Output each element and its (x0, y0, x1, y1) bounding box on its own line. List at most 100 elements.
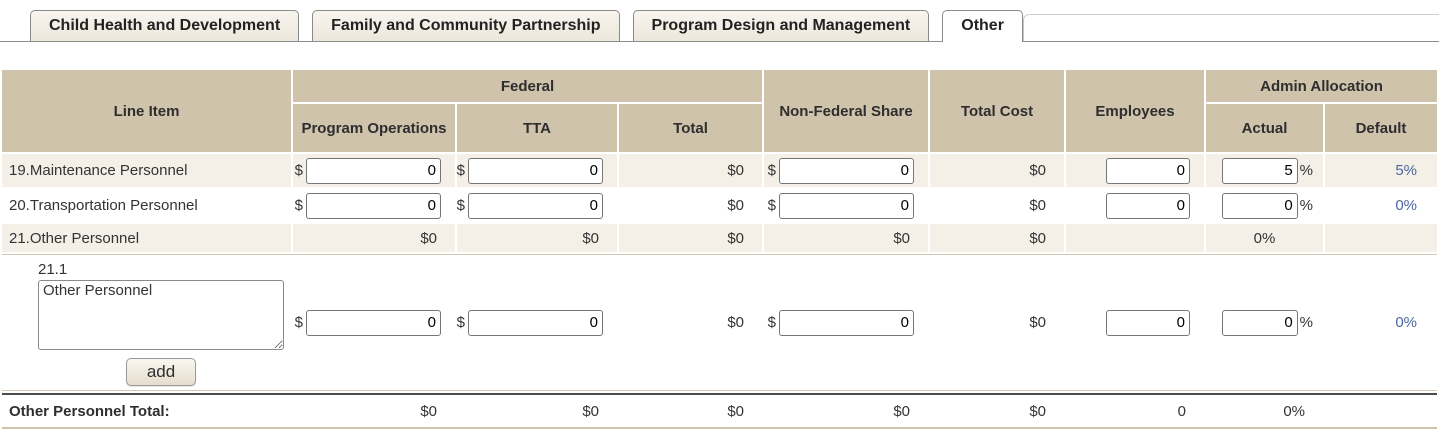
tta-cell: $ (457, 257, 617, 388)
dollar-sign: $ (456, 197, 465, 214)
col-header-program-operations: Program Operations (293, 104, 455, 152)
employees-input[interactable] (1106, 309, 1190, 336)
federal-total-value: $0 (619, 224, 762, 252)
col-header-admin-allocation: Admin Allocation (1206, 70, 1437, 102)
col-header-federal: Federal (293, 70, 762, 102)
tab-child-health-and-development[interactable]: Child Health and Development (30, 10, 300, 41)
actual-allocation-input[interactable] (1221, 309, 1298, 336)
col-header-federal-total: Total (619, 104, 762, 152)
dollar-sign: $ (456, 162, 465, 179)
actual-allocation-input[interactable] (1221, 157, 1298, 184)
federal-total-value: $0 (619, 257, 762, 388)
default-allocation-total (1325, 397, 1437, 425)
program-operations-input[interactable] (306, 309, 441, 336)
dollar-sign: $ (294, 197, 303, 214)
total-cost-value: $0 (930, 189, 1064, 222)
total-cost-value: $0 (930, 154, 1064, 187)
budget-table: Line Item Federal Non-Federal Share Tota… (0, 68, 1439, 431)
tab-program-design-and-management[interactable]: Program Design and Management (632, 10, 930, 41)
tab-strip-filler (1022, 14, 1439, 41)
employees-cell (1066, 189, 1204, 222)
dollar-sign: $ (767, 162, 776, 179)
table-row-maintenance-personnel: 19.Maintenance Personnel $ $ $0 $ $0 % 5… (2, 154, 1437, 187)
table-row-other-personnel: 21.Other Personnel $0 $0 $0 $0 $0 0% (2, 224, 1437, 252)
tta-input[interactable] (468, 157, 603, 184)
program-operations-value: $0 (293, 224, 455, 252)
table-row-other-personnel-entry: 21.1 Other Personnel add $ $ $0 $ $0 % 0… (2, 257, 1437, 388)
federal-total: $0 (619, 397, 762, 425)
non-federal-share-input[interactable] (779, 192, 914, 219)
other-personnel-description-textarea[interactable]: Other Personnel (38, 280, 284, 350)
non-federal-share-value: $0 (764, 224, 928, 252)
dollar-sign: $ (767, 197, 776, 214)
line-item-label: 19.Maintenance Personnel (2, 154, 291, 187)
table-row-transportation-personnel: 20.Transportation Personnel $ $ $0 $ $0 … (2, 189, 1437, 222)
row-divider (2, 390, 1437, 391)
col-header-non-federal-share: Non-Federal Share (764, 70, 928, 152)
default-allocation-value: 0% (1325, 189, 1437, 222)
employees-input[interactable] (1106, 192, 1190, 219)
dollar-sign: $ (456, 314, 465, 331)
sub-line-number: 21.1 (38, 261, 68, 278)
total-row-top-rule (2, 393, 1437, 395)
employees-input[interactable] (1106, 157, 1190, 184)
default-allocation-value (1325, 224, 1437, 252)
table-bottom-rule (2, 427, 1437, 429)
non-federal-share-cell: $ (764, 189, 928, 222)
employees-cell (1066, 224, 1204, 252)
default-allocation-value: 0% (1325, 257, 1437, 388)
line-item-label: 21.Other Personnel (2, 224, 291, 252)
table-row-other-personnel-total: Other Personnel Total: $0 $0 $0 $0 $0 0 … (2, 397, 1437, 425)
program-operations-total: $0 (293, 397, 455, 425)
col-header-total-cost: Total Cost (930, 70, 1064, 152)
tab-other[interactable]: Other (942, 10, 1023, 42)
col-header-line-item: Line Item (2, 70, 291, 152)
federal-total-value: $0 (619, 189, 762, 222)
tab-family-and-community-partnership[interactable]: Family and Community Partnership (312, 10, 620, 41)
tta-cell: $ (457, 189, 617, 222)
dollar-sign: $ (294, 314, 303, 331)
non-federal-share-total: $0 (764, 397, 928, 425)
sub-line-item-cell: 21.1 Other Personnel add (2, 257, 291, 388)
col-header-employees: Employees (1066, 70, 1204, 152)
actual-allocation-cell: % (1206, 189, 1323, 222)
percent-sign: % (1299, 197, 1313, 214)
employees-cell (1066, 154, 1204, 187)
col-header-default: Default (1325, 104, 1437, 152)
total-cost-value: $0 (930, 224, 1064, 252)
tta-input[interactable] (468, 192, 603, 219)
actual-allocation-value: 0% (1206, 224, 1323, 252)
total-cost-value: $0 (930, 257, 1064, 388)
tab-bar: Child Health and Development Family and … (0, 0, 1439, 42)
non-federal-share-input[interactable] (779, 309, 914, 336)
employees-cell (1066, 257, 1204, 388)
program-operations-input[interactable] (306, 157, 441, 184)
default-allocation-value: 5% (1325, 154, 1437, 187)
actual-allocation-total: 0% (1206, 397, 1323, 425)
program-operations-cell: $ (293, 189, 455, 222)
program-operations-cell: $ (293, 257, 455, 388)
tta-value: $0 (457, 224, 617, 252)
total-cost-total: $0 (930, 397, 1064, 425)
add-button[interactable]: add (125, 358, 197, 386)
total-row-label: Other Personnel Total: (2, 397, 291, 425)
dollar-sign: $ (767, 314, 776, 331)
dollar-sign: $ (294, 162, 303, 179)
tta-total: $0 (457, 397, 617, 425)
program-operations-cell: $ (293, 154, 455, 187)
non-federal-share-cell: $ (764, 257, 928, 388)
non-federal-share-input[interactable] (779, 157, 914, 184)
tta-input[interactable] (468, 309, 603, 336)
tta-cell: $ (457, 154, 617, 187)
col-header-actual: Actual (1206, 104, 1323, 152)
employees-total: 0 (1066, 397, 1204, 425)
non-federal-share-cell: $ (764, 154, 928, 187)
actual-allocation-input[interactable] (1221, 192, 1298, 219)
percent-sign: % (1299, 314, 1313, 331)
line-item-label: 20.Transportation Personnel (2, 189, 291, 222)
actual-allocation-cell: % (1206, 257, 1323, 388)
actual-allocation-cell: % (1206, 154, 1323, 187)
col-header-tta: TTA (457, 104, 617, 152)
program-operations-input[interactable] (306, 192, 441, 219)
row-divider (2, 254, 1437, 255)
